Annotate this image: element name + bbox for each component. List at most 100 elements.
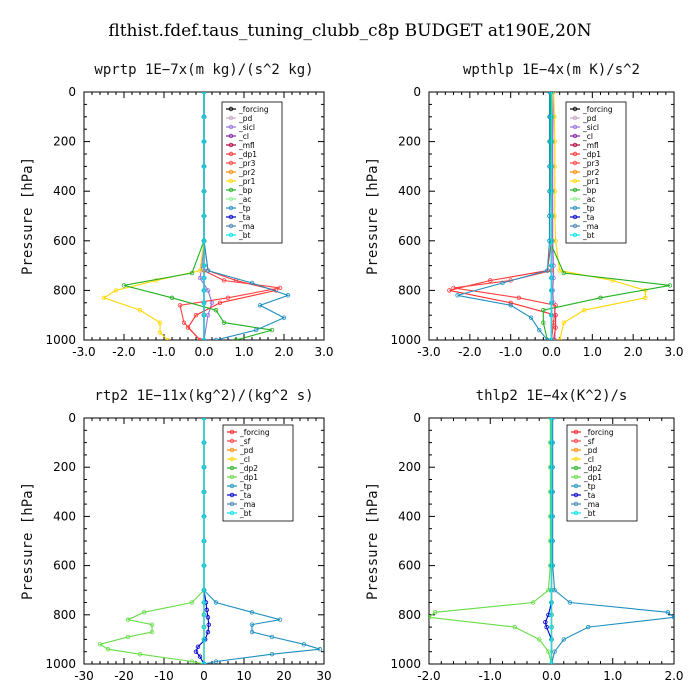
legend-label: _pr1 (238, 177, 256, 186)
x-tick-label: -30 (74, 669, 94, 683)
series-point-bp (598, 295, 603, 301)
series-line-dp1 (429, 418, 553, 664)
legend-label: _tp (583, 482, 596, 491)
legend-marker (229, 465, 235, 471)
series-point-ta (204, 607, 209, 613)
x-tick-label: 0 (200, 669, 208, 683)
y-tick-label: 400 (398, 184, 421, 198)
x-tick-label: -3.0 (417, 345, 440, 359)
series-point-dp1 (137, 651, 143, 657)
y-tick-label: 1000 (45, 333, 76, 347)
series-point-bt (549, 164, 554, 169)
legend-marker (228, 178, 234, 184)
y-tick-label: 200 (53, 460, 76, 474)
series-point-bt (549, 213, 554, 219)
panels: wprtp 1E−7x(m kg)/(s^2 kg) -3.0 -2.0 -1.0 0.… (20, 62, 684, 683)
legend-label: _cl (239, 455, 250, 464)
legend-label: _forcing (583, 428, 614, 437)
series-point-tp (586, 624, 591, 630)
y-tick-label: 400 (398, 509, 421, 523)
series-point-bt (201, 263, 207, 268)
series-point-bt (549, 440, 554, 445)
legend-marker (572, 178, 578, 184)
y-tick-label: 0 (68, 85, 76, 99)
series-point-bp (541, 308, 546, 313)
series-line-dp1 (449, 92, 557, 340)
series-point-bt (549, 92, 554, 95)
series-point-tp (269, 634, 275, 640)
x-tick-label: 0.0 (542, 669, 561, 683)
series-point-bp (233, 337, 239, 340)
x-tick-label: 20 (276, 669, 291, 683)
legend-marker (228, 133, 234, 139)
series-group (97, 418, 323, 664)
legend-marker (228, 124, 234, 130)
series-point-dp1 (97, 642, 103, 647)
legend-label: _pd (582, 114, 597, 123)
series-point-bt (201, 440, 207, 445)
series-point-tp (277, 617, 283, 622)
series-point-pr1 (551, 92, 556, 95)
y-tick-label: 600 (53, 234, 76, 248)
legend-marker (573, 483, 579, 489)
legend-label: _dp1 (583, 473, 602, 482)
series-point-tp (552, 588, 557, 593)
series-point-bt (201, 213, 207, 219)
series-point-dp1 (429, 615, 432, 620)
legend-marker (573, 510, 579, 516)
y-tick-label: 400 (53, 184, 76, 198)
y-tick-label: 600 (398, 559, 421, 573)
y-tick-label: 1000 (45, 657, 76, 671)
legend-label: _pr3 (238, 159, 256, 168)
legend-label: _ta (583, 491, 595, 500)
series-point-pr3 (516, 295, 522, 301)
y-tick-label: 800 (398, 283, 421, 297)
legend-label: _dp1 (582, 150, 601, 159)
legend-label: _ac (238, 195, 251, 204)
legend-label: _bt (239, 509, 252, 518)
y-tick-label: 0 (68, 411, 76, 425)
series-point-dp1 (537, 637, 542, 642)
y-axis-label: Pressure [hPa] (365, 482, 381, 600)
legend-label: _ma (239, 500, 256, 509)
legend-marker (573, 447, 579, 453)
series-point-bt (549, 114, 554, 119)
series-point-dp1 (149, 622, 155, 627)
series-point-dp1 (546, 588, 551, 593)
x-tick-label: 2.0 (624, 345, 643, 359)
series-point-tp (253, 327, 259, 333)
legend-label: _ta (582, 213, 594, 222)
legend-label: _dp1 (239, 473, 258, 482)
series-point-pr1 (165, 337, 171, 340)
series-point-bt (201, 188, 207, 194)
x-tick-label: -2.0 (417, 669, 440, 683)
series-point-pr1 (557, 268, 562, 273)
series-point-bt (549, 563, 554, 568)
legend-marker (572, 214, 578, 220)
chart-panel-2: wpthlp 1E−4x(m K)/s^2 -3.0 -2.0 -1.0 0.0 1.0 2… (365, 62, 684, 359)
series-point-pr1 (101, 295, 107, 301)
legend-label: _sf (583, 437, 595, 446)
legend-label: _pr1 (582, 177, 600, 186)
legend-marker (572, 232, 578, 238)
series-point-dp1 (530, 600, 536, 605)
series-point-tp (269, 651, 275, 657)
series-point-ta (205, 629, 211, 635)
series-point-ta (197, 654, 203, 659)
legend-marker (228, 115, 234, 121)
series-point-tp (249, 629, 255, 635)
panel-title: rtp2 1E−11x(kg^2)/(kg^2 s) (94, 388, 313, 404)
x-tick-label: 10 (236, 669, 251, 683)
legend-label: _forcing (239, 428, 270, 437)
series-point-tp (317, 647, 323, 652)
series-point-bt (549, 465, 554, 470)
series-point-bt (549, 588, 554, 593)
series-point-tp (528, 315, 534, 320)
legend-label: _tp (239, 482, 252, 491)
panel-title: wpthlp 1E−4x(m K)/s^2 (463, 62, 640, 78)
series-point-tp (545, 337, 550, 340)
series-line-tp (550, 418, 674, 664)
y-tick-label: 400 (53, 509, 76, 523)
x-tick-label: 2.0 (664, 669, 683, 683)
